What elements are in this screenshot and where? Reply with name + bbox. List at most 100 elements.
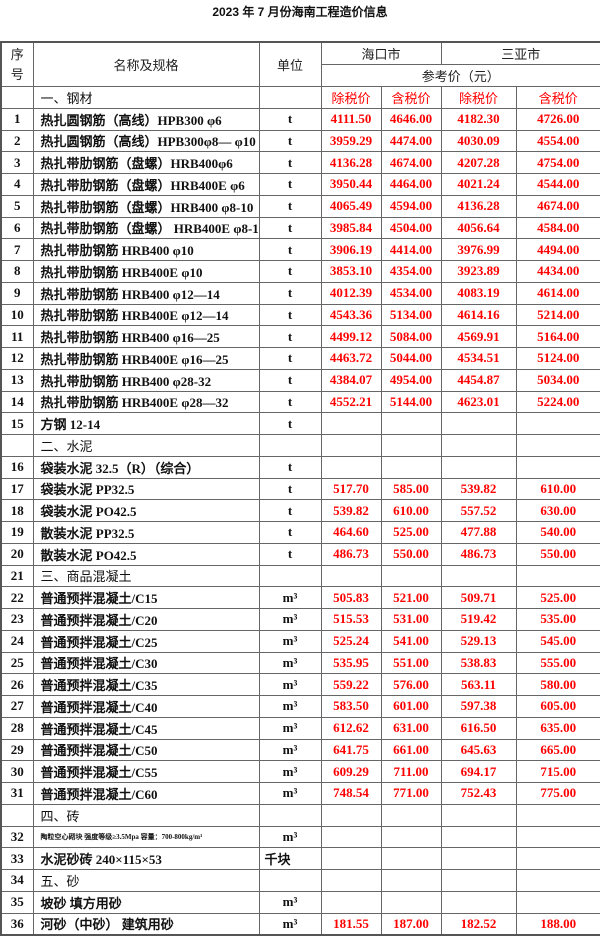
haikou-pretax-price: 748.54 <box>320 782 382 805</box>
sanya-taxed-price <box>515 825 600 849</box>
sanya-pretax-price: 486.73 <box>440 542 517 566</box>
table-row: 15 方钢 12-14 t <box>0 412 600 435</box>
sanya-taxed-price <box>515 847 600 870</box>
row-seq: 27 <box>0 695 34 718</box>
table-row: 24 普通预拌混凝土/C25 m³ 525.24 541.00 529.13 545.00 <box>0 629 600 653</box>
sanya-pretax-price: 509.71 <box>440 586 517 609</box>
table-row: 17 袋装水泥 PP32.5 t 517.70 585.00 539.82 610.00 <box>0 477 600 501</box>
item-unit <box>258 869 322 892</box>
table-row: 31 普通预拌混凝土/C60 m³ 748.54 771.00 752.43 775.00 <box>0 782 600 805</box>
table-row: 28 普通预拌混凝土/C45 m³ 612.62 631.00 616.50 635.00 <box>0 716 600 740</box>
table-row: 29 普通预拌混凝土/C50 m³ 641.75 661.00 645.63 665.00 <box>0 738 600 762</box>
item-unit: t <box>258 455 322 479</box>
row-seq: 30 <box>0 760 34 783</box>
header-city-sanya: 三亚市 <box>440 41 600 65</box>
haikou-taxed-price: 4534.00 <box>380 281 442 305</box>
row-seq: 15 <box>0 412 34 435</box>
haikou-pretax-price: 181.55 <box>320 912 382 936</box>
row-seq: 23 <box>0 608 34 631</box>
price-label-haikou-taxed-price: 含税价 <box>380 86 442 109</box>
item-name: 热扎带肋钢筋 HRB400E φ12—14 <box>32 303 260 327</box>
haikou-taxed-price: 4504.00 <box>380 216 442 240</box>
header-seq: 序 号 <box>0 41 34 87</box>
sanya-taxed-price: 775.00 <box>515 782 600 805</box>
haikou-pretax-price: 515.53 <box>320 608 382 631</box>
sanya-pretax-price <box>440 412 517 435</box>
haikou-pretax-price: 4136.28 <box>320 151 382 174</box>
haikou-pretax-price: 464.60 <box>320 521 382 544</box>
price-table: 序 号 名称及规格 单位 海口市 三亚市 参考价（元） 一、钢材 除税价 含税价 除税… <box>0 41 600 936</box>
header-city-haikou: 海口市 <box>320 41 442 65</box>
sanya-taxed-price <box>515 455 600 479</box>
sanya-taxed-price: 5124.00 <box>515 347 600 370</box>
table-row: 9 热扎带肋钢筋 HRB400 φ12—14 t 4012.39 4534.00 4083… <box>0 281 600 305</box>
table-row: 5 热扎带肋钢筋（盘螺）HRB400 φ8-10 t 4065.49 4594.00 41… <box>0 194 600 218</box>
table-row: 6 热扎带肋钢筋（盘螺） HRB400E φ8-10 t 3985.84 4504.00… <box>0 216 600 240</box>
haikou-taxed-price: 551.00 <box>380 651 442 675</box>
haikou-taxed-price: 4354.00 <box>380 260 442 283</box>
sanya-pretax-price: 4207.28 <box>440 151 517 174</box>
haikou-taxed-price: 5144.00 <box>380 390 442 414</box>
sanya-pretax-price <box>440 803 517 827</box>
item-unit: m³ <box>258 716 322 740</box>
item-unit: m³ <box>258 912 322 936</box>
item-name: 热扎圆钢筋（高线）HPB300 φ6 <box>32 107 260 131</box>
section-title: 四、砖 <box>32 803 260 827</box>
table-row: 10 热扎带肋钢筋 HRB400E φ12—14 t 4543.36 5134.00 46… <box>0 303 600 327</box>
item-name: 热扎带肋钢筋 HRB400E φ16—25 <box>32 347 260 370</box>
row-seq: 25 <box>0 651 34 675</box>
table-row: 19 散装水泥 PP32.5 t 464.60 525.00 477.88 540.00 <box>0 521 600 544</box>
item-unit: m³ <box>258 629 322 653</box>
item-name: 陶粒空心砌块 强度等级≥3.5Mpa 容量：700-800kg/m³ <box>32 825 260 849</box>
sanya-taxed-price: 4434.00 <box>515 260 600 283</box>
sanya-taxed-price: 5164.00 <box>515 325 600 348</box>
sanya-taxed-price: 555.00 <box>515 651 600 675</box>
haikou-taxed-price: 550.00 <box>380 542 442 566</box>
table-row: 36 河砂（中砂） 建筑用砂 m³ 181.55 187.00 182.52 188.00 <box>0 912 600 936</box>
haikou-taxed-price <box>380 890 442 914</box>
item-unit: m³ <box>258 825 322 849</box>
haikou-pretax-price: 3950.44 <box>320 173 382 196</box>
haikou-taxed-price: 4954.00 <box>380 368 442 392</box>
row-seq <box>0 86 34 109</box>
item-name: 水泥砂砖 240×115×53 <box>32 847 260 870</box>
row-seq: 3 <box>0 151 34 174</box>
table-row: 3 热扎带肋钢筋（盘螺）HRB400φ6 t 4136.28 4674.00 4207.2… <box>0 151 600 174</box>
haikou-taxed-price <box>380 564 442 588</box>
item-name: 热扎带肋钢筋 HRB400 φ12—14 <box>32 281 260 305</box>
row-seq: 11 <box>0 325 34 348</box>
item-unit: t <box>258 260 322 283</box>
sanya-taxed-price: 580.00 <box>515 673 600 696</box>
sanya-taxed-price <box>515 869 600 892</box>
item-unit <box>258 564 322 588</box>
item-name: 散装水泥 PO42.5 <box>32 542 260 566</box>
row-seq: 29 <box>0 738 34 762</box>
item-name: 普通预拌混凝土/C60 <box>32 782 260 805</box>
table-row: 14 热扎带肋钢筋 HRB400E φ28—32 t 4552.21 5144.00 46… <box>0 390 600 414</box>
row-seq: 17 <box>0 477 34 501</box>
item-name: 热扎带肋钢筋 HRB400 φ28-32 <box>32 368 260 392</box>
item-unit: t <box>258 477 322 501</box>
haikou-pretax-price: 3985.84 <box>320 216 382 240</box>
haikou-pretax-price <box>320 825 382 849</box>
table-row: 23 普通预拌混凝土/C20 m³ 515.53 531.00 519.42 535.00 <box>0 608 600 631</box>
header-row: 序 号 名称及规格 单位 海口市 三亚市 <box>0 41 600 87</box>
item-unit: m³ <box>258 782 322 805</box>
table-row: 13 热扎带肋钢筋 HRB400 φ28-32 t 4384.07 4954.00 445… <box>0 368 600 392</box>
item-name: 热扎带肋钢筋（盘螺）HRB400E φ6 <box>32 173 260 196</box>
haikou-taxed-price <box>380 434 442 457</box>
table-row: 7 热扎带肋钢筋 HRB400 φ10 t 3906.19 4414.00 3976.99… <box>0 238 600 261</box>
sanya-pretax-price <box>440 890 517 914</box>
haikou-taxed-price: 4594.00 <box>380 194 442 218</box>
sanya-pretax-price <box>440 455 517 479</box>
sanya-pretax-price: 3976.99 <box>440 238 517 261</box>
row-seq: 18 <box>0 499 34 522</box>
haikou-pretax-price: 641.75 <box>320 738 382 762</box>
sanya-taxed-price <box>515 434 600 457</box>
haikou-pretax-price <box>320 455 382 479</box>
haikou-pretax-price <box>320 803 382 827</box>
sanya-taxed-price <box>515 412 600 435</box>
haikou-pretax-price: 583.50 <box>320 695 382 718</box>
section-row: 四、砖 <box>0 803 600 827</box>
haikou-taxed-price: 711.00 <box>380 760 442 783</box>
